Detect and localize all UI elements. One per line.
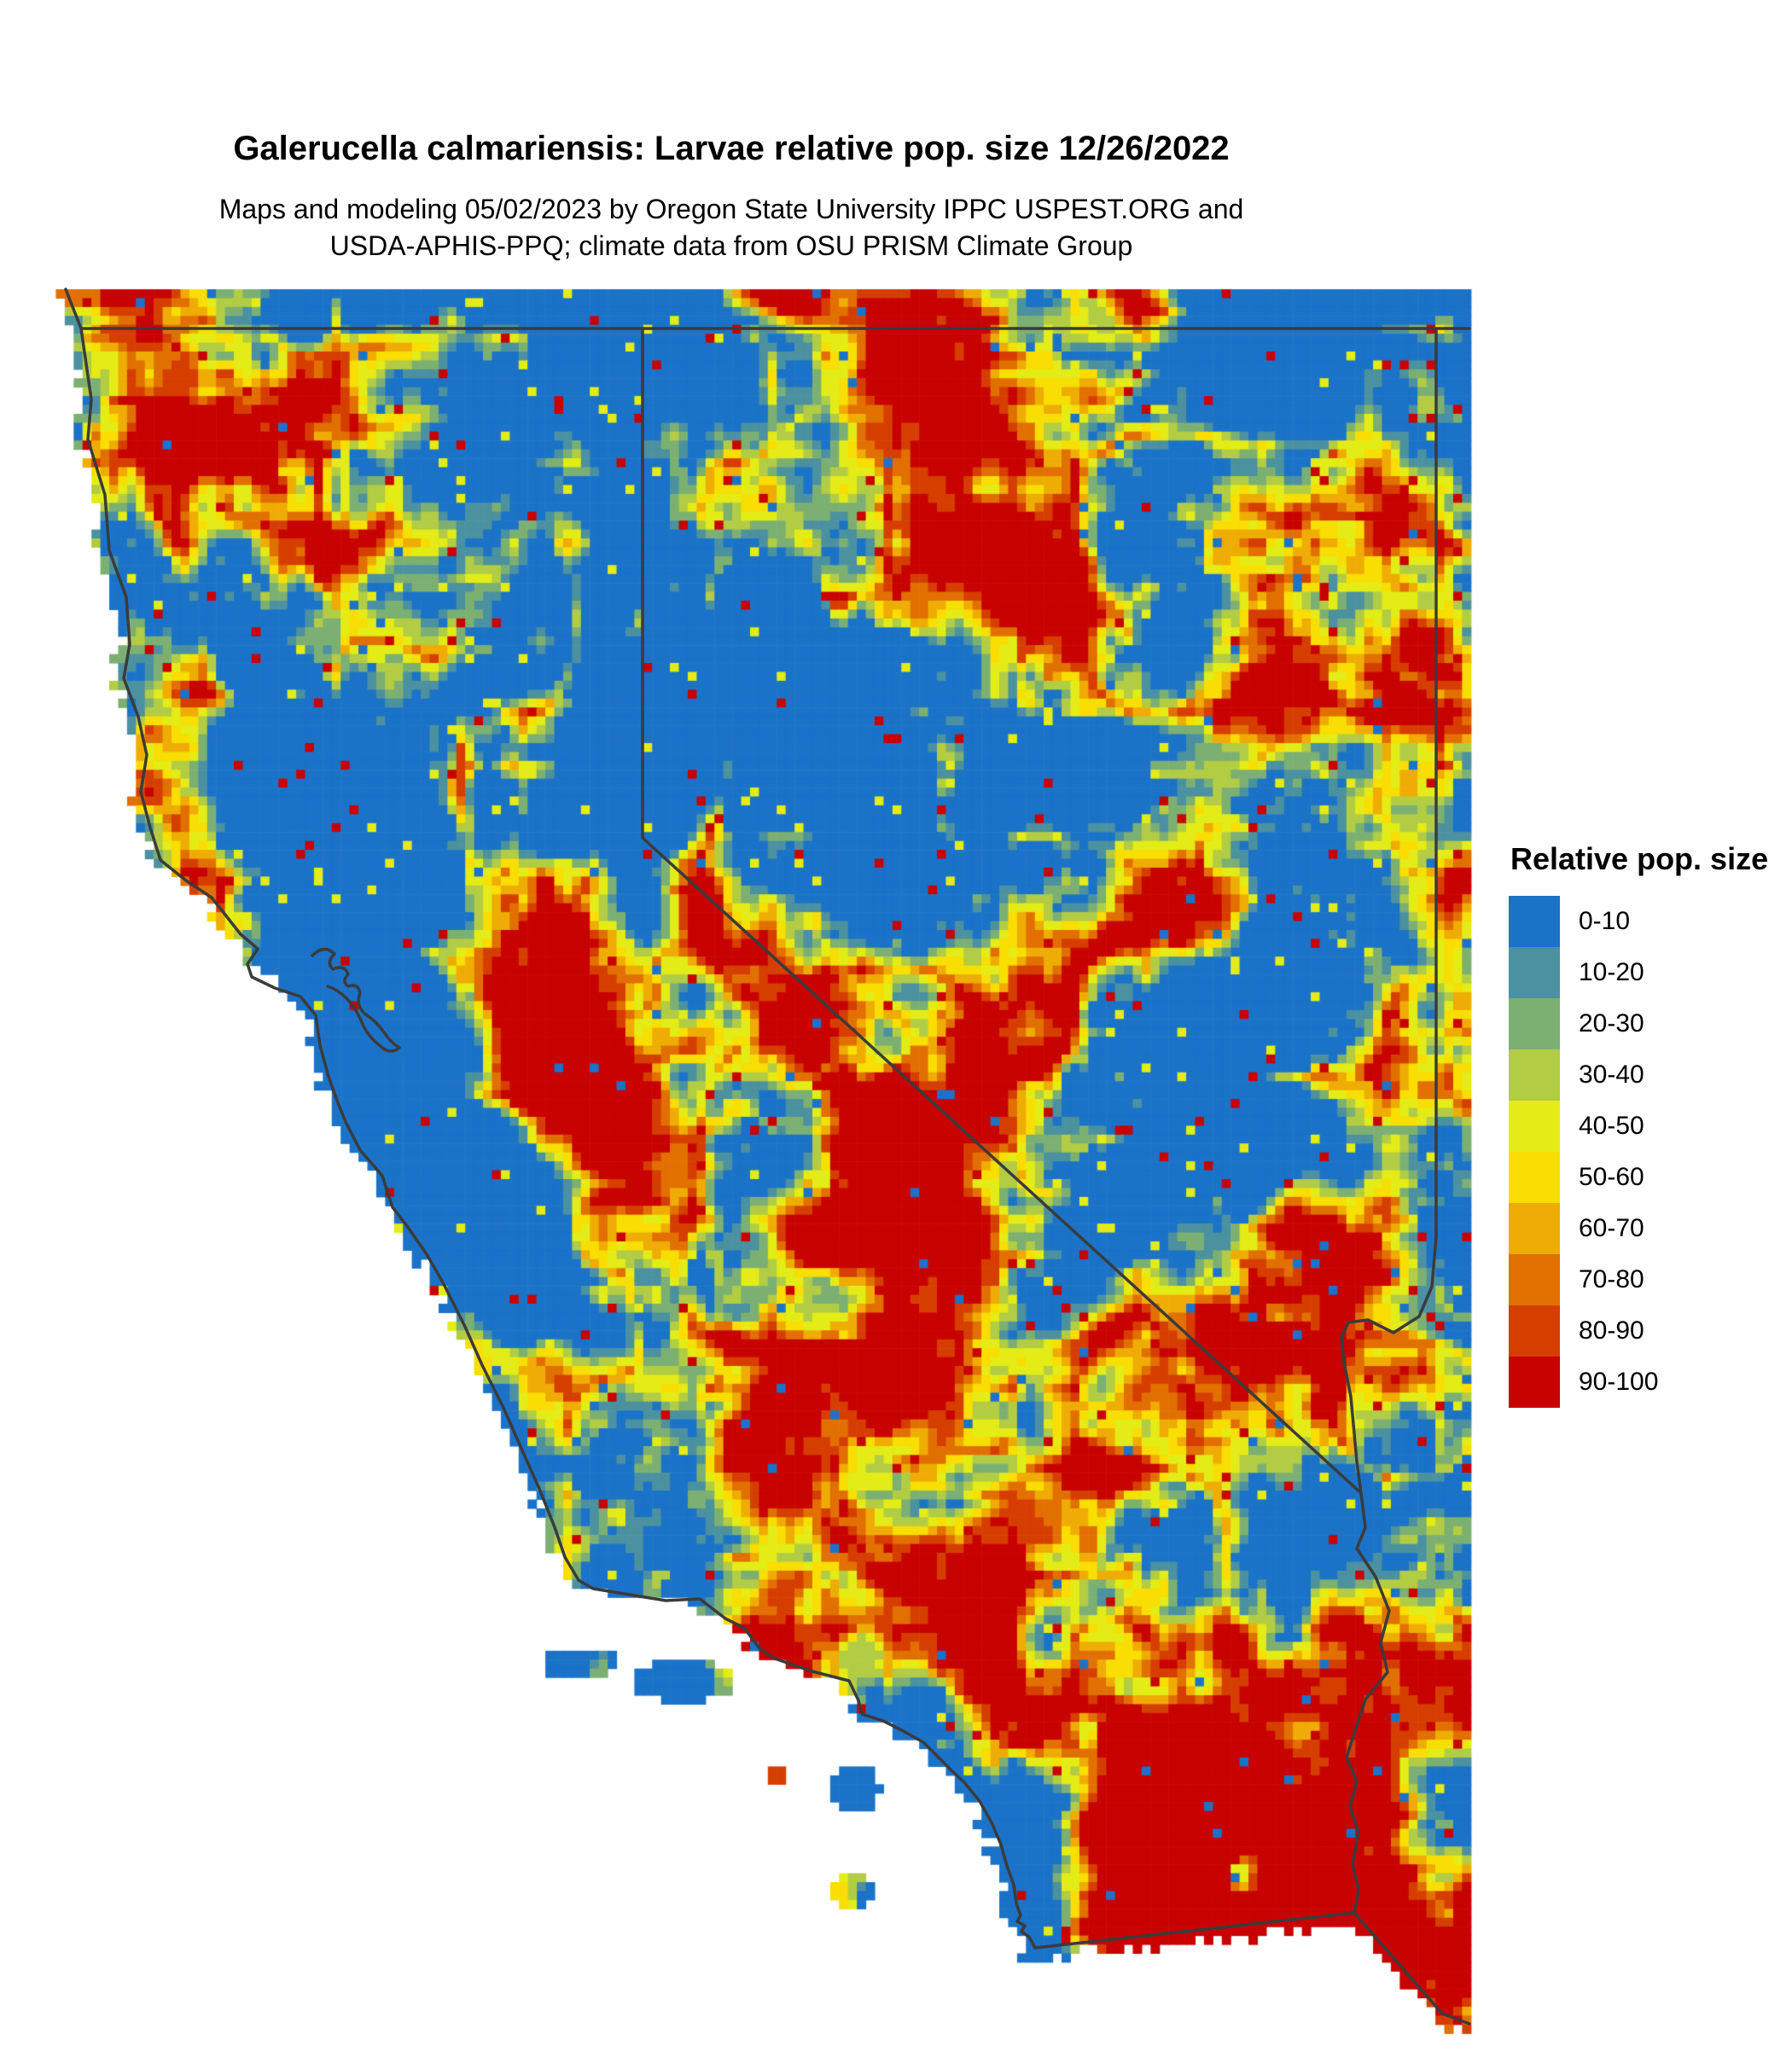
legend-row: 0-10 — [1509, 896, 1790, 947]
legend-swatch — [1509, 896, 1560, 947]
legend-label: 90-100 — [1579, 1368, 1659, 1396]
legend-label: 80-90 — [1579, 1316, 1644, 1345]
legend-swatch — [1509, 998, 1560, 1049]
legend-row: 80-90 — [1509, 1305, 1790, 1357]
legend-swatch — [1509, 1203, 1560, 1254]
legend-rows: 0-10 10-20 20-30 30-40 40-50 50-60 60-70 70-80 8… — [1509, 896, 1790, 1408]
legend-row: 50-60 — [1509, 1152, 1790, 1203]
legend-swatch — [1509, 1101, 1560, 1152]
legend-label: 50-60 — [1579, 1163, 1644, 1191]
legend-row: 90-100 — [1509, 1357, 1790, 1408]
legend-swatch — [1509, 1049, 1560, 1101]
legend-label: 20-30 — [1579, 1009, 1644, 1037]
legend-label: 30-40 — [1579, 1061, 1644, 1089]
legend-row: 30-40 — [1509, 1049, 1790, 1101]
legend-label: 10-20 — [1579, 958, 1644, 986]
legend-title: Relative pop. size — [1510, 841, 1769, 876]
legend-label: 0-10 — [1579, 907, 1631, 935]
legend-row: 40-50 — [1509, 1101, 1790, 1152]
legend-label: 60-70 — [1579, 1214, 1644, 1242]
legend-swatch — [1509, 1357, 1560, 1408]
legend-row: 20-30 — [1509, 998, 1790, 1049]
legend-swatch — [1509, 1254, 1560, 1305]
legend-row: 10-20 — [1509, 947, 1790, 998]
legend-swatch — [1509, 1305, 1560, 1357]
legend-row: 70-80 — [1509, 1254, 1790, 1305]
legend-label: 70-80 — [1579, 1265, 1644, 1293]
legend-swatch — [1509, 1152, 1560, 1203]
legend-row: 60-70 — [1509, 1203, 1790, 1254]
legend-swatch — [1509, 947, 1560, 998]
legend: Relative pop. size 0-10 10-20 20-30 30-40 40… — [1509, 841, 1790, 1408]
legend-label: 40-50 — [1579, 1112, 1644, 1140]
